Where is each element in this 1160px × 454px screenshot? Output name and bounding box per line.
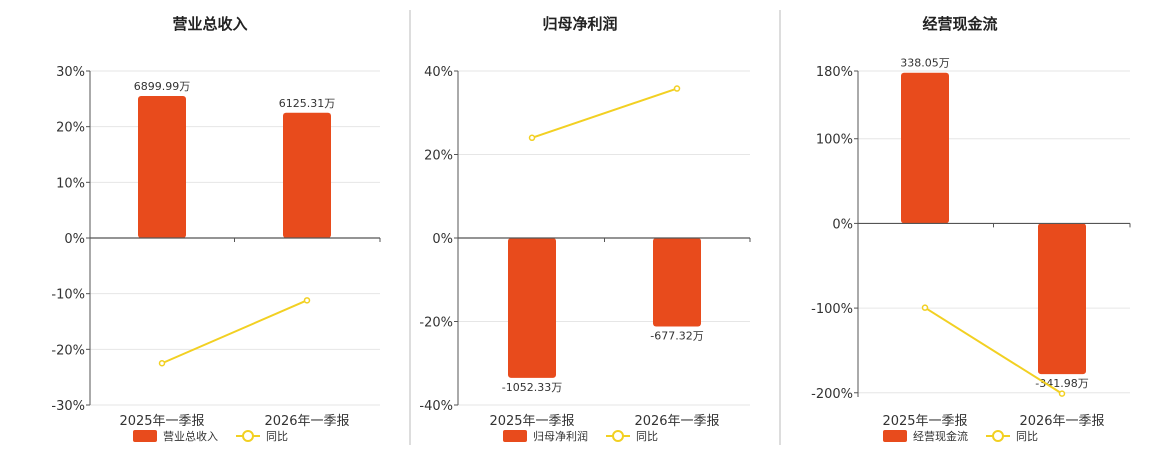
legend-bar-swatch [883,430,907,442]
legend-bar-label: 营业总收入 [163,429,218,443]
bar-data-label: -341.98万 [1035,377,1088,390]
chart-title: 营业总收入 [172,15,247,33]
legend-bar-swatch [503,430,527,442]
x-category-label: 2025年一季报 [489,414,574,429]
y-tick-label: 30% [56,65,85,80]
legend-bar-swatch [133,430,157,442]
legend-line-label: 同比 [1016,430,1038,443]
bar-data-label: 6125.31万 [279,97,336,110]
y-tick-label: 40% [424,65,453,80]
bar-data-label: -677.32万 [650,330,703,343]
bar [653,238,701,327]
legend-bar-label: 归母净利润 [533,429,588,443]
yoy-point [921,304,929,311]
yoy-point [528,134,536,142]
legend-line-marker [992,430,1004,442]
yoy-line [531,87,678,139]
legend-line-marker [612,430,624,442]
y-tick-label: -40% [419,399,453,414]
legend-line-marker [242,430,254,442]
legend-bar-label: 经营现金流 [913,429,968,443]
bar [1038,223,1086,375]
y-tick-label: 0% [432,232,453,247]
y-tick-label: 100% [816,133,853,148]
y-tick-label: -30% [51,399,85,414]
y-tick-label: 0% [832,217,853,232]
yoy-point [673,85,681,92]
bar-data-label: -1052.33万 [502,381,562,394]
bar [901,72,949,224]
y-tick-label: -20% [419,316,453,331]
y-tick-label: 20% [56,121,85,136]
x-category-label: 2026年一季报 [634,414,719,429]
y-tick-label: 180% [816,65,853,80]
bar [283,112,331,238]
yoy-point [1058,390,1066,397]
yoy-line [161,299,308,365]
bar [138,96,186,238]
x-category-label: 2025年一季报 [882,414,967,429]
bar-data-label: 6899.99万 [134,80,191,93]
yoy-point [158,360,166,367]
y-tick-label: -10% [51,288,85,303]
y-tick-label: 0% [64,232,85,247]
legend-line-label: 同比 [266,430,288,443]
y-tick-label: -200% [811,387,853,402]
x-category-label: 2026年一季报 [264,414,349,429]
y-tick-label: 10% [56,176,85,191]
yoy-point [303,297,311,304]
chart-title: 归母净利润 [542,15,617,33]
x-category-label: 2026年一季报 [1019,414,1104,429]
bar-data-label: 338.05万 [900,57,950,70]
legend-line-label: 同比 [636,430,658,443]
y-tick-label: 20% [424,149,453,164]
bar [508,238,556,378]
x-category-label: 2025年一季报 [119,414,204,429]
chart-title: 经营现金流 [922,15,997,33]
yoy-line [924,306,1063,395]
y-tick-label: -20% [51,343,85,358]
y-tick-label: -100% [811,302,853,317]
